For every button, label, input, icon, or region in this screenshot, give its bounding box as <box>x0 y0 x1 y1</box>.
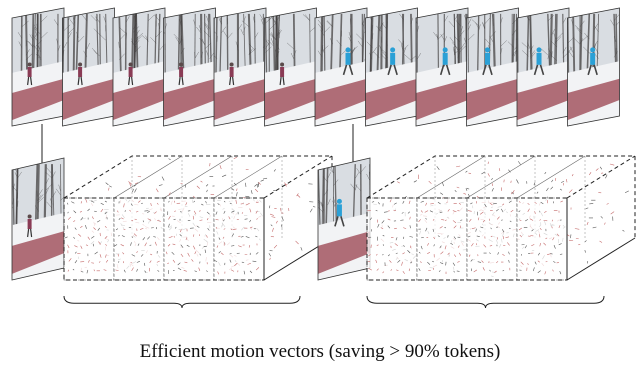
top-frame-1 <box>11 7 65 127</box>
figure-caption: Efficient motion vectors (saving > 90% t… <box>139 341 501 362</box>
top-frame-7 <box>314 7 368 127</box>
motion-vector-block-2 <box>366 155 636 281</box>
braces <box>63 295 605 309</box>
keyframe-1 <box>11 157 65 281</box>
top-frame-3 <box>112 7 166 127</box>
curly-brace-icon <box>366 295 605 309</box>
keyframe-2 <box>317 157 371 281</box>
top-frame-10 <box>466 7 519 127</box>
top-frame-12 <box>567 7 620 127</box>
curly-brace-icon <box>63 295 301 309</box>
top-frame-9 <box>415 7 469 127</box>
top-frame-row <box>11 7 620 127</box>
top-frame-2 <box>62 7 115 127</box>
top-frame-6 <box>264 7 317 127</box>
top-frame-5 <box>213 7 267 127</box>
top-frame-4 <box>163 7 216 127</box>
bottom-row <box>11 155 636 281</box>
keyframe-arrows <box>38 124 357 172</box>
motion-vector-block-1 <box>63 155 333 281</box>
top-frame-11 <box>516 7 570 127</box>
top-frame-8 <box>365 7 418 127</box>
